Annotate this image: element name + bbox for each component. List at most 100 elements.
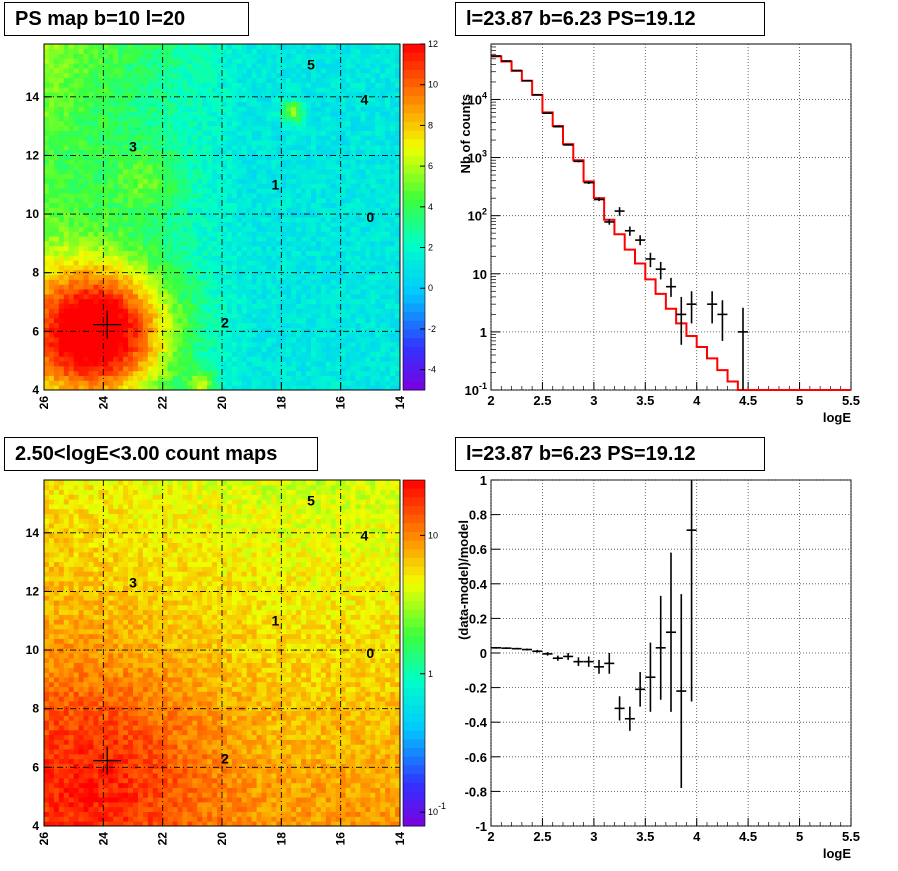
heatmap-cell — [63, 188, 70, 194]
heatmap-cell — [291, 154, 297, 160]
heatmap-cell — [162, 92, 169, 98]
heatmap-cell — [167, 164, 173, 170]
heatmap-cell — [266, 255, 272, 261]
heatmap-cell — [68, 101, 75, 107]
heatmap-cell — [133, 159, 139, 165]
heatmap-cell — [78, 63, 84, 69]
heatmap-cell — [48, 207, 55, 213]
heatmap-cell — [177, 337, 183, 343]
heatmap-cell — [226, 58, 233, 64]
heatmap-cell — [301, 279, 307, 285]
heatmap-cell — [172, 365, 178, 372]
heatmap-cell — [108, 140, 114, 146]
heatmap-cell — [306, 120, 312, 127]
heatmap-cell — [261, 197, 267, 203]
heatmap-cell — [93, 279, 99, 285]
heatmap-cell — [281, 380, 287, 386]
heatmap-cell — [212, 241, 218, 247]
heatmap-cell — [108, 303, 114, 309]
heatmap-cell — [44, 154, 50, 160]
heatmap-cell — [157, 250, 164, 256]
heatmap-cell — [266, 250, 272, 256]
heatmap-cell — [78, 245, 84, 252]
heatmap-cell — [271, 178, 277, 184]
heatmap-cell — [330, 111, 337, 117]
heatmap-cell — [345, 106, 351, 112]
heatmap-cell — [311, 48, 317, 55]
heatmap-cell — [197, 144, 203, 151]
heatmap-cell — [345, 327, 351, 333]
heatmap-cell — [345, 293, 351, 300]
map2-title: 2.50<logE<3.00 count maps — [4, 437, 318, 471]
heatmap-cell — [231, 68, 238, 74]
heatmap-cell — [325, 202, 332, 208]
heatmap-cell — [226, 250, 233, 256]
heatmap-cell — [202, 197, 208, 203]
heatmap-cell — [266, 317, 272, 324]
heatmap-cell — [58, 226, 65, 232]
heatmap-cell — [58, 212, 65, 218]
heatmap-cell — [142, 116, 149, 122]
heatmap-cell — [325, 308, 332, 314]
heatmap-cell — [246, 279, 253, 285]
heatmap-cell — [83, 327, 89, 333]
heatmap-cell — [167, 192, 173, 199]
heatmap-cell — [296, 68, 302, 74]
heatmap-cell — [147, 313, 154, 319]
heatmap-cell — [48, 53, 55, 59]
heatmap-cell — [315, 327, 322, 333]
heatmap-cell — [325, 289, 332, 295]
heatmap-cell — [276, 332, 282, 338]
heatmap-cell — [78, 293, 84, 300]
heatmap-cell — [197, 92, 203, 98]
heatmap-cell — [236, 173, 243, 179]
heatmap-cell — [162, 111, 169, 117]
heatmap-cell — [167, 337, 173, 343]
heatmap-cell — [177, 188, 183, 194]
heatmap-cell — [137, 188, 144, 194]
heatmap-cell — [44, 202, 50, 208]
heatmap-cell — [291, 212, 297, 218]
heatmap-cell — [98, 159, 104, 165]
heatmap-cell — [217, 92, 223, 98]
heatmap-cell — [172, 197, 178, 203]
heatmap-cell — [113, 178, 119, 184]
heatmap-cell — [93, 265, 99, 271]
heatmap-cell — [296, 274, 302, 280]
heatmap-cell — [177, 125, 183, 131]
heatmap-cell — [315, 289, 322, 295]
heatmap-cell — [241, 289, 248, 295]
heatmap-cell — [365, 202, 371, 208]
heatmap-cell — [286, 303, 292, 309]
heatmap-cell — [78, 168, 84, 175]
heatmap-cell — [291, 332, 297, 338]
heatmap-cell — [192, 144, 198, 151]
heatmap-cell — [340, 154, 347, 160]
heatmap-cell — [172, 154, 178, 160]
heatmap-cell — [142, 260, 149, 266]
heatmap-cell — [118, 197, 124, 203]
heatmap-cell — [231, 53, 238, 59]
heatmap-cell — [147, 82, 154, 88]
heatmap-cell — [355, 385, 361, 391]
heatmap-cell — [113, 274, 119, 280]
heatmap-cell — [108, 265, 114, 271]
heatmap-cell — [93, 183, 99, 189]
heatmap-cell — [370, 188, 376, 194]
heatmap-cell — [88, 332, 94, 338]
heatmap-cell — [103, 149, 109, 155]
heatmap-cell — [355, 192, 361, 199]
heatmap-cell — [320, 68, 327, 74]
heatmap-cell — [315, 116, 322, 122]
heatmap-cell — [311, 130, 317, 136]
heatmap-cell — [118, 365, 124, 372]
heatmap-cell — [271, 274, 277, 280]
heatmap-cell — [375, 385, 381, 391]
heatmap-cell — [182, 120, 188, 127]
heatmap-cell — [256, 260, 262, 266]
heatmap-cell — [53, 303, 60, 309]
heatmap-cell — [177, 192, 183, 199]
heatmap-cell — [375, 207, 381, 213]
heatmap-cell — [355, 322, 361, 328]
heatmap-cell — [370, 260, 376, 266]
